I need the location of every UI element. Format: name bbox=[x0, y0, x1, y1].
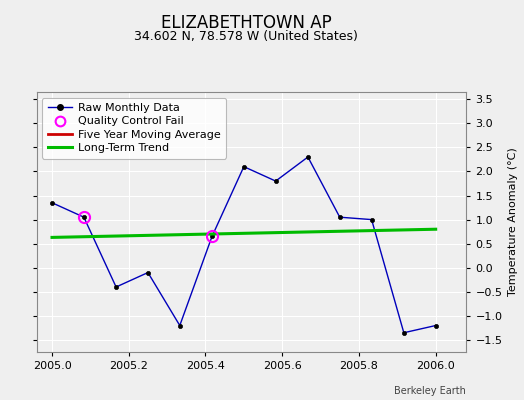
Text: Berkeley Earth: Berkeley Earth bbox=[395, 386, 466, 396]
Text: ELIZABETHTOWN AP: ELIZABETHTOWN AP bbox=[161, 14, 332, 32]
Legend: Raw Monthly Data, Quality Control Fail, Five Year Moving Average, Long-Term Tren: Raw Monthly Data, Quality Control Fail, … bbox=[42, 98, 226, 159]
Text: 34.602 N, 78.578 W (United States): 34.602 N, 78.578 W (United States) bbox=[134, 30, 358, 43]
Y-axis label: Temperature Anomaly (°C): Temperature Anomaly (°C) bbox=[508, 148, 518, 296]
